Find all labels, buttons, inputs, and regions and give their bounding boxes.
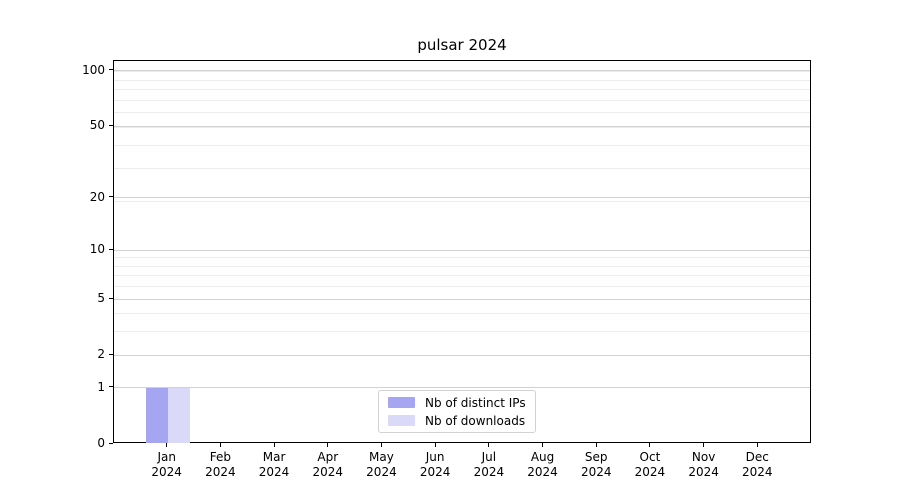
y-gridline-minor	[114, 145, 810, 147]
y-gridline-major	[114, 197, 810, 199]
gridlines-layer	[114, 61, 810, 442]
legend-item: Nb of downloads	[388, 414, 526, 428]
y-gridline-minor	[114, 89, 810, 91]
x-tick	[756, 443, 758, 447]
x-tick-label: May 2024	[366, 450, 397, 479]
y-gridline-major	[114, 249, 810, 251]
y-tick-label: 20	[89, 189, 105, 204]
chart-title: pulsar 2024	[417, 36, 507, 54]
x-tick-label: Aug 2024	[527, 450, 558, 479]
bars-layer	[114, 61, 810, 443]
x-tick	[434, 443, 436, 447]
x-tick	[488, 443, 490, 447]
y-tick-label: 5	[97, 291, 105, 306]
y-gridline-minor	[114, 112, 810, 114]
y-tick-label: 50	[89, 118, 105, 133]
y-gridline-major	[114, 387, 810, 389]
legend-swatch-downloads	[388, 415, 415, 426]
y-gridline-minor	[114, 286, 810, 288]
x-tick-label: Jan 2024	[151, 450, 182, 479]
y-tick	[109, 353, 113, 355]
bar-nb-of-downloads-jan	[167, 387, 190, 443]
x-tick	[273, 443, 275, 447]
x-tick-label: Mar 2024	[258, 450, 290, 479]
y-tick-label: 2	[97, 347, 105, 362]
y-tick-label: 0	[97, 436, 105, 450]
y-gridline-minor	[114, 275, 810, 277]
y-tick	[109, 124, 113, 126]
x-tick	[703, 443, 705, 447]
y-tick	[109, 69, 113, 71]
y-tick	[109, 442, 113, 444]
y-gridline-minor	[114, 201, 810, 203]
x-tick-label: Dec 2024	[742, 450, 773, 479]
y-tick	[109, 248, 113, 250]
x-tick-label: Nov 2024	[688, 450, 719, 479]
y-gridline-major	[114, 354, 810, 356]
y-gridline-minor	[114, 313, 810, 315]
bar-nb-of-distinct-ips-jan	[145, 387, 168, 443]
y-gridline-minor	[114, 265, 810, 267]
x-tick	[649, 443, 651, 447]
x-tick-label: Sep 2024	[580, 450, 612, 479]
x-tick	[380, 443, 382, 447]
x-tick-label: Jul 2024	[473, 450, 505, 479]
y-tick-label: 100	[82, 62, 105, 77]
y-tick-label: 1	[97, 379, 105, 394]
x-tick-label: Feb 2024	[205, 450, 236, 479]
x-tick	[166, 443, 168, 447]
y-gridline-minor	[114, 127, 810, 129]
y-gridline-major	[114, 298, 810, 300]
y-tick	[109, 196, 113, 198]
y-tick-label: 10	[89, 242, 105, 257]
y-tick	[109, 297, 113, 299]
x-tick-label: Apr 2024	[312, 450, 344, 479]
plot-area	[113, 60, 811, 443]
y-gridline-major	[114, 125, 810, 127]
y-tick	[109, 386, 113, 388]
y-gridline-minor	[114, 99, 810, 101]
y-gridline-minor	[114, 168, 810, 170]
x-tick-label: Jun 2024	[419, 450, 451, 479]
legend-item: Nb of distinct IPs	[388, 396, 526, 410]
legend-label-distinct-ips: Nb of distinct IPs	[425, 395, 526, 410]
x-tick	[327, 443, 329, 447]
legend-label-downloads: Nb of downloads	[425, 413, 526, 428]
x-tick	[595, 443, 597, 447]
legend-swatch-distinct-ips	[388, 397, 415, 408]
y-gridline-minor	[114, 257, 810, 259]
x-tick-label: Oct 2024	[634, 450, 666, 479]
x-tick	[542, 443, 544, 447]
y-gridline-minor	[114, 331, 810, 333]
y-gridline-minor	[114, 79, 810, 81]
x-tick	[219, 443, 221, 447]
legend: Nb of distinct IPs Nb of downloads	[378, 390, 536, 433]
y-gridline-major	[114, 70, 810, 72]
y-gridline-minor	[114, 71, 810, 73]
